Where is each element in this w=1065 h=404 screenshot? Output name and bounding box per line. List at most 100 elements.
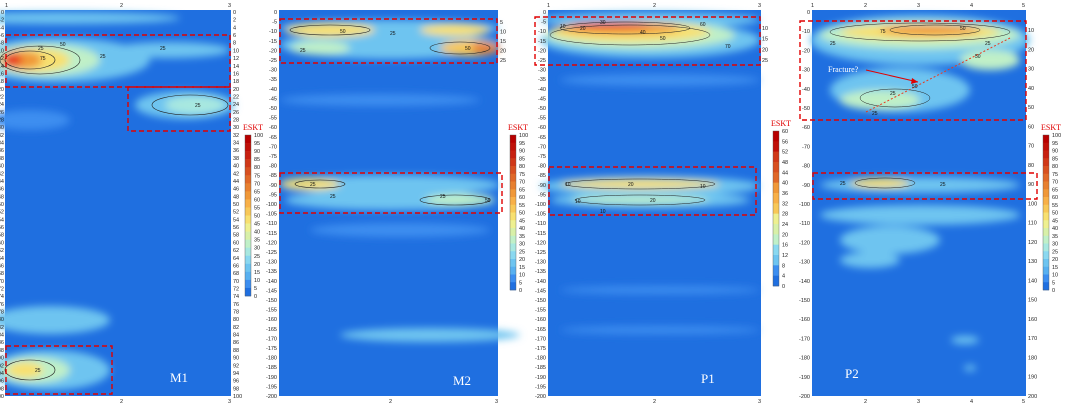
colorbar-label: 20	[1052, 257, 1058, 263]
m1-x-tick-top: 2	[120, 3, 123, 9]
m2-y-tick: -135	[266, 269, 277, 275]
m2-contour-label: 25	[440, 194, 446, 200]
colorbar-swatch	[510, 173, 516, 182]
m2-y-tick: -55	[269, 116, 277, 122]
p1-y-tick: -55	[538, 116, 546, 122]
m1-y-tick-right: 14	[233, 64, 239, 70]
m1-panel-label: M1	[170, 370, 188, 385]
m1-y-tick: -32	[0, 133, 4, 139]
colorbar-label: 70	[254, 181, 260, 187]
colorbar-swatch	[245, 199, 251, 208]
colorbar-label: 5	[1052, 280, 1055, 286]
m1-y-tick: -6	[0, 33, 4, 39]
m1-y-tick: -58	[0, 233, 4, 239]
colorbar-label: 5	[254, 286, 257, 292]
m1-y-tick: -34	[0, 141, 4, 147]
m1-y-tick-right: 26	[233, 110, 239, 116]
colorbar-label: 15	[254, 270, 260, 276]
p2-y-tick-right: 130	[1028, 259, 1037, 265]
m2-y-tick: -15	[269, 39, 277, 45]
m1-y-tick-right: 46	[233, 187, 239, 193]
m1-y-tick-right: 70	[233, 279, 239, 285]
p2-contour-label: 50	[975, 54, 981, 60]
m1-y-tick: -96	[0, 379, 4, 385]
p1-y-tick: -190	[535, 375, 546, 381]
p1-y-tick: -125	[535, 250, 546, 256]
colorbar-swatch	[245, 135, 251, 144]
p2-y-tick-right: 80	[1028, 163, 1034, 169]
p2-y-tick: -20	[802, 48, 810, 54]
p1-y-tick: -140	[535, 279, 546, 285]
colorbar-swatch	[245, 231, 251, 240]
colorbar-label: 30	[254, 246, 260, 252]
m1-y-tick: -40	[0, 164, 4, 170]
colorbar-label: 20	[782, 232, 788, 238]
p1-contour-label: 10	[575, 199, 581, 205]
colorbar-swatch	[245, 215, 251, 224]
m1-y-tick-right: 24	[233, 102, 239, 108]
m1-y-tick-right: 58	[233, 233, 239, 239]
p2-y-tick: -100	[799, 202, 810, 208]
colorbar-label: 85	[1052, 156, 1058, 162]
p2-x-tick-top: 2	[864, 3, 867, 9]
colorbar-label: 60	[254, 197, 260, 203]
colorbar-label: 32	[782, 201, 788, 207]
m1-y-tick: -84	[0, 333, 4, 339]
p2-y-tick-right: 110	[1028, 221, 1037, 227]
p2-contour-label: 25	[940, 182, 946, 188]
p1-y-tick: -20	[538, 48, 546, 54]
colorbar-title: ESKT	[1041, 123, 1061, 132]
m2-y-tick: -60	[269, 125, 277, 131]
colorbar-label: 56	[782, 139, 788, 145]
p2-contour-label: 50	[912, 84, 918, 90]
p1-y-tick: -165	[535, 327, 546, 333]
fracture-line	[865, 37, 1011, 113]
colorbar-swatch	[510, 220, 516, 229]
p2-anomaly-box	[812, 172, 1038, 200]
colorbar-label: 45	[519, 218, 525, 224]
m2-y-tick: -115	[266, 231, 277, 237]
m1-y-tick-right: 32	[233, 133, 239, 139]
m1-y-tick: -72	[0, 286, 4, 292]
colorbar-swatch	[773, 193, 779, 204]
p2-y-tick-right: 160	[1028, 317, 1037, 323]
p1-y-tick: -200	[535, 394, 546, 400]
p1-y-tick: -40	[538, 87, 546, 93]
p1-contour-label: 20	[628, 182, 634, 188]
m1-contour-label: 25	[35, 368, 41, 374]
p2-y-tick-right: 40	[1028, 86, 1034, 92]
colorbar-label: 48	[782, 160, 788, 166]
p2-y-tick: -70	[802, 144, 810, 150]
p2-y-tick-right: 190	[1028, 375, 1037, 381]
m1-y-tick: -66	[0, 263, 4, 269]
colorbar-swatch	[773, 255, 779, 266]
p2-y-tick: 0	[807, 10, 810, 16]
p2-contour-label: 25	[872, 111, 878, 117]
m2-y-tick: -110	[266, 221, 277, 227]
colorbar-swatch	[510, 235, 516, 244]
m1-y-tick: -24	[0, 102, 4, 108]
m2-y-tick: -25	[269, 58, 277, 64]
p2-y-axis-right: 10 20 30 40 50 60 70 80 90 100 110 120 130 140 150 160 1…	[1028, 28, 1037, 400]
p1-y-tick-right: 25	[762, 58, 768, 64]
p1-y-tick: -180	[535, 356, 546, 362]
colorbar-swatch	[510, 181, 516, 190]
p2-y-tick: -90	[802, 183, 810, 189]
colorbar-label: 85	[519, 156, 525, 162]
m1-y-tick-right: 82	[233, 325, 239, 331]
colorbar-swatch	[773, 162, 779, 173]
colorbar-swatch	[510, 142, 516, 151]
colorbar-label: 80	[254, 165, 260, 171]
m1-y-tick: -82	[0, 325, 4, 331]
p1-panel-label: P1	[701, 371, 715, 386]
colorbar-swatch	[510, 274, 516, 283]
colorbar-swatch	[245, 287, 251, 297]
m2-y-tick: -170	[266, 336, 277, 342]
m2-y-tick: -140	[266, 279, 277, 285]
fracture-annotation: Fracture?	[828, 65, 859, 74]
colorbar-label: 36	[782, 191, 788, 197]
p2-contour-label: 25	[890, 91, 896, 97]
m2-y-tick-right: 25	[500, 58, 506, 64]
p1-y-tick: -105	[535, 212, 546, 218]
